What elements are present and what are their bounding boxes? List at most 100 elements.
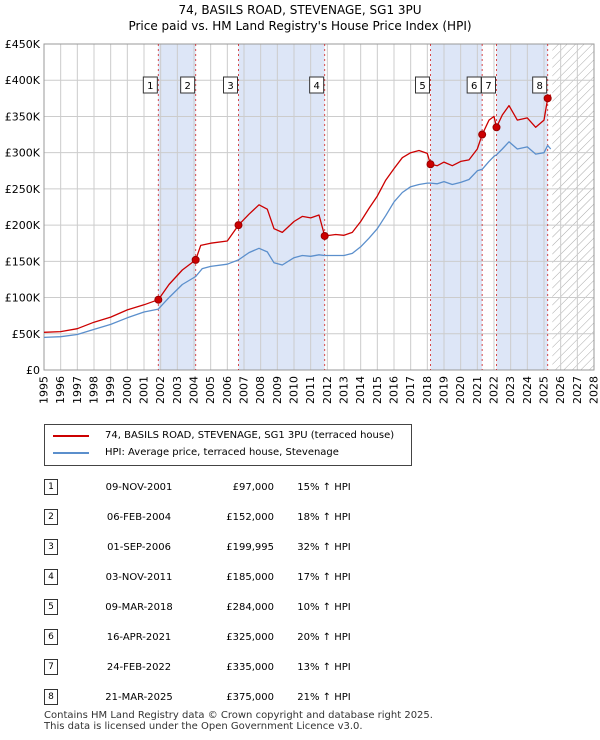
- sale-marker-label: 8: [536, 81, 542, 92]
- transaction-price-cell: £325,000: [194, 622, 274, 652]
- sale-point: [543, 94, 552, 103]
- y-tick-label: £300K: [5, 147, 41, 160]
- transaction-row: 4 03-NOV-2011 £185,000 17% ↑ HPI: [44, 562, 374, 592]
- sale-marker-label: 5: [419, 81, 425, 92]
- transaction-price: £375,000: [226, 691, 274, 703]
- x-tick-label: 2008: [254, 376, 267, 404]
- legend-item-hpi: HPI: Average price, terraced house, Stev…: [53, 447, 339, 458]
- transaction-hpi-change-cell: 15% ↑ HPI: [274, 472, 374, 502]
- sale-point: [426, 160, 435, 169]
- x-tick-label: 1998: [88, 376, 101, 404]
- legend-label-property: 74, BASILS ROAD, STEVENAGE, SG1 3PU (ter…: [105, 430, 395, 441]
- y-tick-label: £0: [26, 364, 40, 377]
- transaction-price: £325,000: [226, 631, 274, 643]
- transaction-date-cell: 01-SEP-2006: [84, 532, 194, 562]
- transaction-hpi-change: 18% ↑ HPI: [297, 511, 351, 523]
- sale-marker-box: [142, 76, 158, 94]
- footer-licence: This data is licensed under the Open Gov…: [44, 721, 363, 732]
- x-tick-label: 2007: [238, 376, 251, 404]
- transaction-price-cell: £97,000: [194, 472, 274, 502]
- x-tick-label: 2000: [121, 376, 134, 404]
- sale-marker-box: [309, 76, 325, 94]
- transaction-price-cell: £185,000: [194, 562, 274, 592]
- transaction-hpi-change: 20% ↑ HPI: [297, 631, 351, 643]
- transaction-price-cell: £335,000: [194, 652, 274, 682]
- x-tick-label: 2018: [421, 376, 434, 404]
- x-tick-label: 2013: [338, 376, 351, 404]
- x-tick-label: 2003: [171, 376, 184, 404]
- sale-marker-box: [532, 76, 548, 94]
- transaction-hpi-change-cell: 21% ↑ HPI: [274, 682, 374, 712]
- transaction-number: 2: [44, 509, 58, 525]
- transactions-table: 1 09-NOV-2001 £97,000 15% ↑ HPI 2 06-FEB-2004…: [44, 472, 374, 712]
- x-tick-label: 2014: [354, 376, 367, 404]
- x-tick-label: 2020: [454, 376, 467, 404]
- transaction-date: 09-MAR-2018: [105, 601, 173, 613]
- sale-point: [154, 295, 163, 304]
- y-tick-label: £150K: [5, 255, 41, 268]
- footer-copyright: Contains HM Land Registry data © Crown c…: [44, 710, 433, 721]
- y-tick-label: £250K: [5, 183, 41, 196]
- price-chart: £0 £50K £100K £150K £200K £250K £300K £350K £400…: [5, 38, 600, 404]
- x-tick-label: 2023: [504, 376, 517, 404]
- chart-subtitle: Price paid vs. HM Land Registry's House …: [128, 19, 472, 33]
- transaction-price-cell: £375,000: [194, 682, 274, 712]
- y-tick-label: £100K: [5, 292, 41, 305]
- transaction-number: 6: [44, 629, 58, 645]
- transaction-date: 01-SEP-2006: [107, 541, 171, 553]
- x-tick-label: 2002: [154, 376, 167, 404]
- transaction-price: £284,000: [226, 601, 274, 613]
- x-tick-label: 2012: [321, 376, 334, 404]
- sale-point: [234, 221, 243, 230]
- footer: Contains HM Land Registry data © Crown c…: [44, 710, 433, 732]
- x-tick-label: 2017: [404, 376, 417, 404]
- x-tick-label: 1999: [104, 376, 117, 404]
- x-tick-label: 2021: [471, 376, 484, 404]
- y-tick-label: £400K: [5, 74, 41, 87]
- transaction-price: £97,000: [232, 481, 274, 493]
- x-tick-label: 2010: [288, 376, 301, 404]
- x-tick-label: 1996: [54, 376, 67, 404]
- transaction-date-cell: 16-APR-2021: [84, 622, 194, 652]
- x-tick-label: 2024: [521, 376, 534, 404]
- transaction-hpi-change-cell: 13% ↑ HPI: [274, 652, 374, 682]
- sale-marker-box: [481, 76, 496, 94]
- sale-marker-box: [223, 76, 238, 94]
- x-tick-label: 2026: [554, 376, 567, 404]
- x-tick-label: 2027: [571, 376, 584, 404]
- transaction-date: 06-FEB-2004: [106, 511, 172, 523]
- transaction-hpi-change: 21% ↑ HPI: [297, 691, 351, 703]
- transaction-date: 21-MAR-2025: [105, 691, 173, 703]
- transaction-hpi-change-cell: 20% ↑ HPI: [274, 622, 374, 652]
- x-tick-label: 2001: [138, 376, 151, 404]
- transaction-number-cell: 4: [44, 562, 84, 592]
- x-tick-label: 2006: [221, 376, 234, 404]
- sale-marker-box: [415, 76, 430, 94]
- transaction-hpi-change: 13% ↑ HPI: [297, 661, 351, 673]
- transaction-row: 2 06-FEB-2004 £152,000 18% ↑ HPI: [44, 502, 374, 532]
- transaction-number: 3: [44, 539, 58, 555]
- transaction-row: 1 09-NOV-2001 £97,000 15% ↑ HPI: [44, 472, 374, 502]
- transaction-hpi-change: 32% ↑ HPI: [297, 541, 351, 553]
- x-tick-label: 2022: [488, 376, 501, 404]
- transaction-number-cell: 2: [44, 502, 84, 532]
- transaction-number: 5: [44, 599, 58, 615]
- x-tick-label: 2019: [438, 376, 451, 404]
- x-tick-label: 2028: [588, 376, 600, 404]
- transaction-date: 16-APR-2021: [106, 631, 172, 643]
- transaction-number-cell: 5: [44, 592, 84, 622]
- y-tick-label: £200K: [5, 219, 41, 232]
- x-tick-label: 2025: [538, 376, 551, 404]
- transaction-price: £185,000: [226, 571, 274, 583]
- x-tick-label: 1997: [71, 376, 84, 404]
- sale-marker-label: 7: [485, 81, 491, 92]
- x-tick-label: 2016: [388, 376, 401, 404]
- chart-title: 74, BASILS ROAD, STEVENAGE, SG1 3PU: [178, 3, 422, 17]
- transaction-number-cell: 6: [44, 622, 84, 652]
- sale-point: [478, 130, 487, 139]
- transaction-row: 3 01-SEP-2006 £199,995 32% ↑ HPI: [44, 532, 374, 562]
- transaction-price-cell: £284,000: [194, 592, 274, 622]
- transaction-number-cell: 1: [44, 472, 84, 502]
- transaction-price: £199,995: [226, 541, 274, 553]
- sale-marker-label: 2: [184, 81, 190, 92]
